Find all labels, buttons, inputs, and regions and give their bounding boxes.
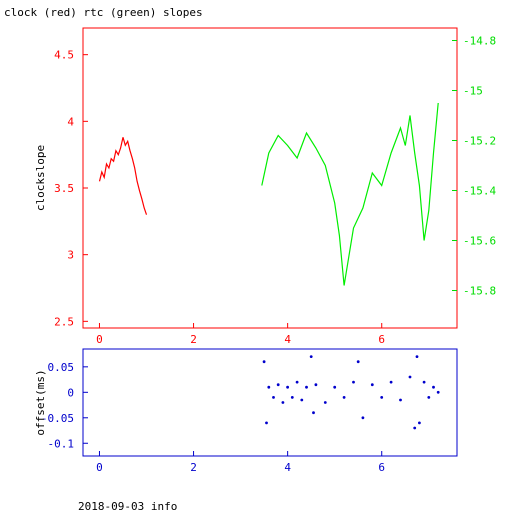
footer-date-info: 2018-09-03 info (78, 500, 178, 513)
offset-point (300, 398, 304, 402)
offset-point (276, 383, 280, 387)
offset-point (370, 383, 374, 387)
right-tick-label: -15.2 (463, 135, 496, 148)
right-tick-label: -14.8 (463, 35, 496, 48)
clockslope-panel: 0 2 4 6 2.5 3 3.5 4 4.5 -14.8 -15 -15.2 -15.4 -15.6 -1… (34, 27, 496, 346)
offset-point (290, 396, 294, 399)
offset-point (361, 416, 365, 420)
bottom-plot-frame (82, 348, 458, 457)
offset-point (309, 355, 313, 358)
top-plot-frame (82, 27, 458, 329)
y-axis-label: offset(ms) (34, 369, 47, 435)
offset-point (380, 396, 384, 399)
offset-point (305, 385, 308, 389)
chart-title: clock (red) rtc (green) slopes (4, 6, 203, 19)
x-tick-label: 6 (378, 461, 385, 474)
offset-point (436, 390, 440, 394)
offset-point (323, 401, 327, 404)
offset-point (295, 380, 299, 384)
y-axis-label: clockslope (34, 145, 47, 211)
offset-point (286, 385, 289, 389)
right-tick-label: -15.8 (463, 285, 496, 298)
x-tick-label: 2 (190, 333, 197, 346)
rtc-series-line (261, 102, 439, 286)
x-tick-label: 2 (190, 461, 197, 474)
offset-point (356, 360, 360, 364)
x-tick-label: 4 (284, 461, 291, 474)
left-tick-label: 4.5 (54, 49, 74, 62)
x-tick-label: 0 (96, 461, 103, 474)
offset-point (314, 383, 318, 387)
left-tick-label: 2.5 (54, 315, 74, 328)
offset-point (415, 355, 419, 358)
offset-point (418, 421, 421, 425)
offset-point (262, 360, 266, 364)
offset-point (413, 426, 417, 430)
offset-point (389, 380, 393, 384)
left-tick-label: -0.1 (48, 437, 75, 450)
offset-point (342, 396, 346, 399)
offset-point (422, 380, 426, 384)
clock-series-line (98, 137, 148, 215)
offset-point (352, 380, 355, 384)
offset-point (333, 385, 337, 389)
left-tick-label: 0.05 (48, 361, 75, 374)
right-tick-label: -15 (463, 85, 483, 98)
left-tick-label: 4 (67, 115, 74, 128)
offset-point (399, 398, 402, 402)
offset-point (272, 396, 275, 399)
right-tick-label: -15.4 (463, 185, 496, 198)
x-tick-label: 6 (378, 333, 385, 346)
x-tick-label: 4 (284, 333, 291, 346)
right-tick-label: -15.6 (463, 235, 496, 248)
offset-point (265, 421, 268, 425)
offset-point (408, 375, 412, 379)
x-tick-label: 0 (96, 333, 103, 346)
left-tick-label: 3.5 (54, 182, 74, 195)
offset-point (312, 411, 315, 415)
left-tick-label: -0.05 (41, 412, 74, 425)
offset-point (427, 396, 431, 399)
offset-point (432, 385, 435, 389)
left-tick-label: 3 (67, 249, 74, 262)
offset-point (281, 401, 285, 404)
offset-point (267, 385, 271, 389)
left-tick-label: 0 (67, 386, 74, 399)
